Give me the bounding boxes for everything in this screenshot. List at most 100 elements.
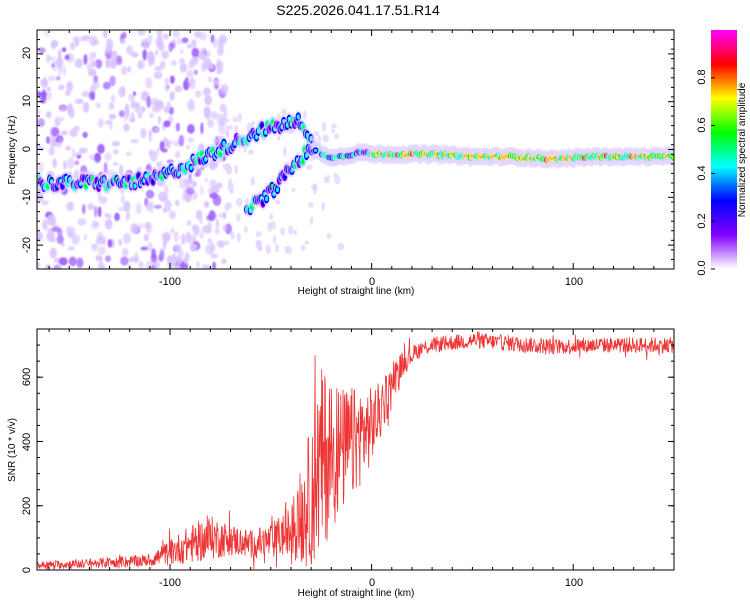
spectrogram-noise-blob (59, 257, 68, 266)
spectrogram-noise-blob (163, 206, 167, 213)
spectrogram-noise-blob (207, 187, 214, 194)
spectrogram-noise-blob (60, 130, 68, 136)
spectrogram-noise-blob (200, 122, 204, 135)
spectrogram-noise-blob (251, 120, 256, 126)
spectrogram-noise-blob (255, 230, 262, 238)
spectrogram-noise-blob (293, 229, 298, 236)
spectrogram-noise-blob (230, 231, 235, 240)
spectrogram-noise-blob (114, 212, 120, 222)
spectrogram-noise-blob (322, 134, 329, 143)
spectrogram-noise-blob (172, 38, 177, 46)
spectrogram-noise-blob (309, 216, 314, 225)
spectrogram-noise-blob (170, 227, 175, 235)
spectrogram-noise-blob (94, 153, 102, 164)
spectrogram-ridge-core (275, 187, 280, 193)
spectrogram-noise-blob (59, 105, 68, 113)
spectrogram-noise-blob (120, 256, 129, 266)
spectrogram-noise-blob (209, 242, 216, 253)
spectrogram-noise-blob (229, 189, 234, 195)
spectrogram-noise-blob (58, 116, 65, 122)
spectrogram-noise-blob (275, 199, 281, 205)
spectrogram-noise-blob (180, 233, 186, 245)
colorbar-tick-label-3: 0.6 (696, 117, 708, 132)
spectrogram-noise-blob (155, 36, 164, 49)
spectrogram-noise-blob (243, 226, 248, 234)
spectrogram-noise-blob (178, 134, 185, 147)
spectrogram-noise-blob (69, 42, 76, 51)
spectrogram-noise-blob (68, 256, 77, 267)
spectrogram-noise-blob (203, 106, 211, 116)
spectrogram-noise-blob (117, 206, 125, 212)
spectrogram-noise-blob (54, 137, 61, 143)
spectrogram-noise-blob (191, 47, 200, 58)
spectrogram-noise-blob (176, 37, 183, 45)
spectrogram-noise-blob (118, 86, 126, 98)
spectrogram-noise-blob (276, 135, 281, 141)
spectrogram-noise-blob (82, 204, 86, 215)
spectrogram-noise-blob (81, 35, 91, 41)
spectrogram-noise-blob (50, 39, 59, 48)
spectrogram-noise-blob (228, 178, 233, 187)
spectrogram-noise-blob (128, 93, 133, 102)
snr-series-line (37, 331, 674, 570)
spectrogram-noise-blob (175, 199, 180, 206)
spectrogram-noise-blob (91, 81, 100, 90)
spectrogram-noise-blob (187, 137, 194, 143)
spectrogram-noise-blob (174, 150, 181, 159)
spec-x-tick-label-2: 100 (565, 276, 583, 288)
spectrogram-noise-blob (46, 91, 53, 101)
spectrogram-noise-blob (225, 128, 230, 139)
spectrogram-noise-blob (164, 200, 172, 209)
spectrogram-noise-blob (149, 150, 158, 162)
snr-x-tick-label-2: 100 (565, 577, 583, 589)
spectrogram-noise-blob (47, 56, 56, 61)
spectrogram-noise-blob (145, 222, 153, 234)
spectrogram-noise-blob (138, 30, 146, 36)
spectrogram-noise-blob (145, 77, 153, 89)
snr-panel: -100 0 100 0 200 400 600 Height of strai… (7, 328, 675, 599)
spectrogram-noise-blob (149, 112, 154, 119)
spectrogram-noise-blob (53, 264, 62, 269)
spectrogram-noise-blob (199, 231, 204, 239)
spectrogram-noise-blob (159, 60, 166, 69)
spectrogram-noise-blob (185, 144, 191, 150)
spectrogram-noise-blob (81, 90, 90, 98)
spectrogram-noise-blob (203, 58, 212, 70)
spectrogram-noise-blob (216, 240, 225, 247)
spectrogram-noise-blob (204, 177, 209, 183)
spectrogram-noise-blob (215, 218, 220, 229)
spectrogram-noise-blob (74, 58, 84, 68)
spec-y-tick-label-0: -20 (21, 237, 33, 253)
spectrogram-noise-blob (232, 116, 238, 123)
spectrogram-noise-blob (83, 53, 88, 65)
spectrogram-noise-blob (196, 261, 200, 269)
spectrogram-noise-blob (305, 164, 313, 171)
spectrogram-noise-blob (189, 77, 196, 90)
spectrogram-noise-blob (224, 118, 230, 123)
spectrogram-noise-blob (291, 187, 296, 192)
spectrogram-noise-blob (91, 61, 98, 67)
spectrogram-noise-blob (137, 110, 143, 119)
spectrogram-noise-blob (205, 50, 211, 58)
spectrogram-noise-blob (93, 74, 99, 84)
spectrogram-noise-blob (112, 161, 120, 166)
spectrogram-noise-blob (275, 243, 280, 253)
spec-x-tick-label-0: -100 (159, 276, 181, 288)
spectrogram-noise-blob (146, 96, 152, 108)
spectrogram-noise-blob (97, 143, 105, 154)
spectrogram-noise-blob (73, 125, 80, 132)
spectrogram-noise-blob (159, 140, 165, 152)
spectrogram-noise-blob (132, 91, 137, 97)
spectrogram-noise-blob (221, 258, 227, 265)
colorbar-tick-label-4: 0.8 (696, 69, 708, 84)
spectrogram-noise-blob (313, 130, 319, 137)
spectrogram-noise-blob (207, 237, 212, 244)
spectrogram-noise-blob (220, 83, 229, 95)
spectrogram-ticks (37, 29, 675, 270)
spectrogram-noise-blob (110, 58, 117, 69)
spectrogram-noise-blob (166, 101, 172, 109)
spectrogram-noise-blob (37, 47, 46, 54)
spec-y-tick-label-3: 10 (21, 95, 33, 107)
spectrogram-noise-blob (176, 256, 183, 265)
spectrogram-noise-blob (102, 81, 111, 90)
